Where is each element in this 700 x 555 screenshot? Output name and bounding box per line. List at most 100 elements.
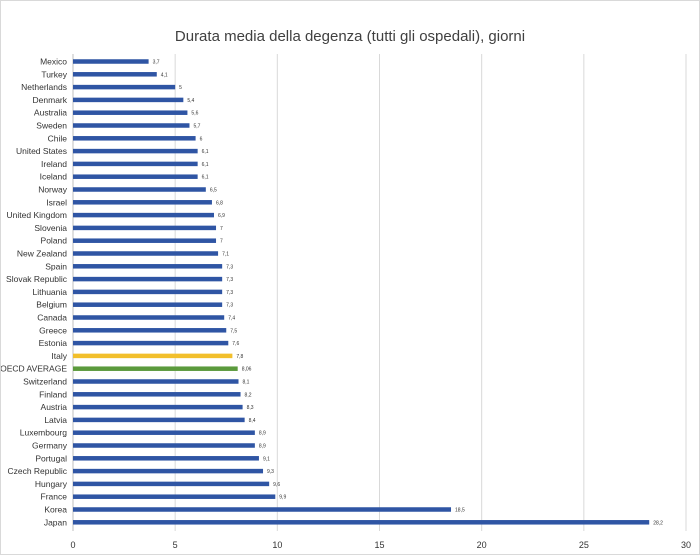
category-label: Slovenia bbox=[34, 223, 67, 233]
data-label: 7,4 bbox=[228, 316, 235, 322]
data-label: 7,8 bbox=[236, 354, 243, 360]
category-label: Switzerland bbox=[23, 377, 67, 387]
category-label: Germany bbox=[32, 441, 68, 451]
bar bbox=[73, 366, 238, 371]
data-label: 7,1 bbox=[222, 252, 229, 258]
data-label: 7,3 bbox=[226, 264, 233, 270]
bar bbox=[73, 110, 188, 115]
bar bbox=[73, 251, 219, 256]
category-label: Poland bbox=[41, 236, 68, 246]
data-label: 5,6 bbox=[191, 111, 198, 117]
data-label: 8,9 bbox=[259, 431, 266, 437]
data-label: 7,3 bbox=[226, 303, 233, 309]
category-label: Iceland bbox=[40, 172, 68, 182]
x-tick-label: 20 bbox=[477, 540, 487, 550]
bar bbox=[73, 481, 270, 487]
x-tick-label: 5 bbox=[173, 540, 178, 550]
data-label: 8,3 bbox=[247, 405, 254, 411]
data-label: 8,4 bbox=[249, 418, 256, 424]
data-label: 5 bbox=[179, 85, 182, 91]
data-label: 9,3 bbox=[267, 469, 274, 475]
category-label: France bbox=[41, 492, 68, 502]
category-label: Norway bbox=[38, 185, 68, 195]
bar bbox=[73, 148, 198, 154]
bar bbox=[73, 276, 223, 282]
gridlines bbox=[72, 54, 687, 531]
bar bbox=[73, 187, 206, 192]
bar bbox=[73, 264, 223, 269]
bar bbox=[73, 494, 276, 499]
data-label: 6 bbox=[200, 136, 203, 142]
category-label: Korea bbox=[44, 505, 67, 515]
bar bbox=[73, 507, 452, 512]
bar bbox=[73, 123, 190, 128]
data-label: 7 bbox=[220, 239, 223, 245]
category-label: Greece bbox=[39, 325, 67, 335]
category-label: Hungary bbox=[35, 479, 68, 489]
data-label: 6,1 bbox=[202, 162, 209, 168]
data-label: 9,6 bbox=[273, 482, 280, 488]
data-label: 9,9 bbox=[279, 495, 286, 501]
data-label: 18,5 bbox=[455, 508, 465, 514]
data-label: 6,5 bbox=[210, 188, 217, 194]
data-label: 4,1 bbox=[161, 72, 168, 78]
data-label: 5,7 bbox=[193, 124, 200, 130]
bar bbox=[73, 136, 196, 141]
data-label: 8,9 bbox=[259, 444, 266, 450]
data-label: 7,3 bbox=[226, 277, 233, 283]
data-label: 7 bbox=[220, 226, 223, 232]
bar bbox=[73, 430, 255, 435]
data-label: 6,1 bbox=[202, 175, 209, 181]
bar bbox=[73, 174, 198, 179]
bar bbox=[73, 379, 239, 384]
bar bbox=[73, 468, 264, 474]
bar bbox=[73, 212, 214, 218]
bar bbox=[73, 225, 217, 231]
bar bbox=[73, 404, 243, 410]
data-label: 5,4 bbox=[187, 98, 194, 104]
data-label: 7,6 bbox=[232, 341, 239, 347]
bar bbox=[73, 456, 259, 461]
category-label: Australia bbox=[34, 108, 67, 118]
category-label: Luxembourg bbox=[20, 428, 68, 438]
category-label: Sweden bbox=[36, 121, 67, 131]
category-label: OECD AVERAGE bbox=[1, 364, 67, 374]
x-tick-label: 30 bbox=[681, 540, 691, 550]
chart-title: Durata media della degenza (tutti gli os… bbox=[175, 28, 525, 45]
category-label: Ireland bbox=[41, 159, 67, 169]
category-label: United States bbox=[16, 146, 67, 156]
category-label: Finland bbox=[39, 389, 67, 399]
x-tick-label: 0 bbox=[70, 540, 75, 550]
bar bbox=[73, 392, 241, 397]
bar bbox=[73, 59, 149, 64]
data-label: 28,2 bbox=[653, 520, 663, 526]
data-label: 7,3 bbox=[226, 290, 233, 296]
data-label: 6,8 bbox=[216, 200, 223, 206]
x-axis-ticks: 0 5 10 15 20 25 30 bbox=[70, 540, 691, 550]
bar bbox=[73, 72, 157, 77]
data-label: 6,9 bbox=[218, 213, 225, 219]
category-label: United Kingdom bbox=[7, 210, 67, 220]
category-label: Estonia bbox=[39, 338, 68, 348]
bar bbox=[73, 200, 212, 205]
bar bbox=[73, 328, 227, 333]
data-label: 6,1 bbox=[202, 149, 209, 155]
category-label: Slovak Republic bbox=[6, 274, 68, 284]
data-label: 8,2 bbox=[245, 392, 252, 398]
category-label: Latvia bbox=[44, 415, 67, 425]
data-label: 9,1 bbox=[263, 456, 270, 462]
x-tick-label: 10 bbox=[272, 540, 282, 550]
bar bbox=[73, 289, 223, 295]
category-label: Israel bbox=[46, 197, 67, 207]
data-label: 8,1 bbox=[243, 380, 250, 386]
bars bbox=[73, 59, 650, 525]
category-labels: Mexico Turkey Netherlands Denmark Australia S… bbox=[1, 57, 68, 528]
category-label: Czech Republic bbox=[7, 466, 67, 476]
category-label: Lithuania bbox=[32, 287, 67, 297]
category-label: Austria bbox=[41, 402, 68, 412]
bar bbox=[73, 161, 198, 167]
data-label: 7,5 bbox=[230, 328, 237, 334]
category-label: Spain bbox=[45, 261, 67, 271]
data-labels: 3,74,1 5 5,4 5,6 5,76 6,1 6,1 6,1 6,5 6,8 6,9 7 7 7,1… bbox=[153, 60, 664, 527]
